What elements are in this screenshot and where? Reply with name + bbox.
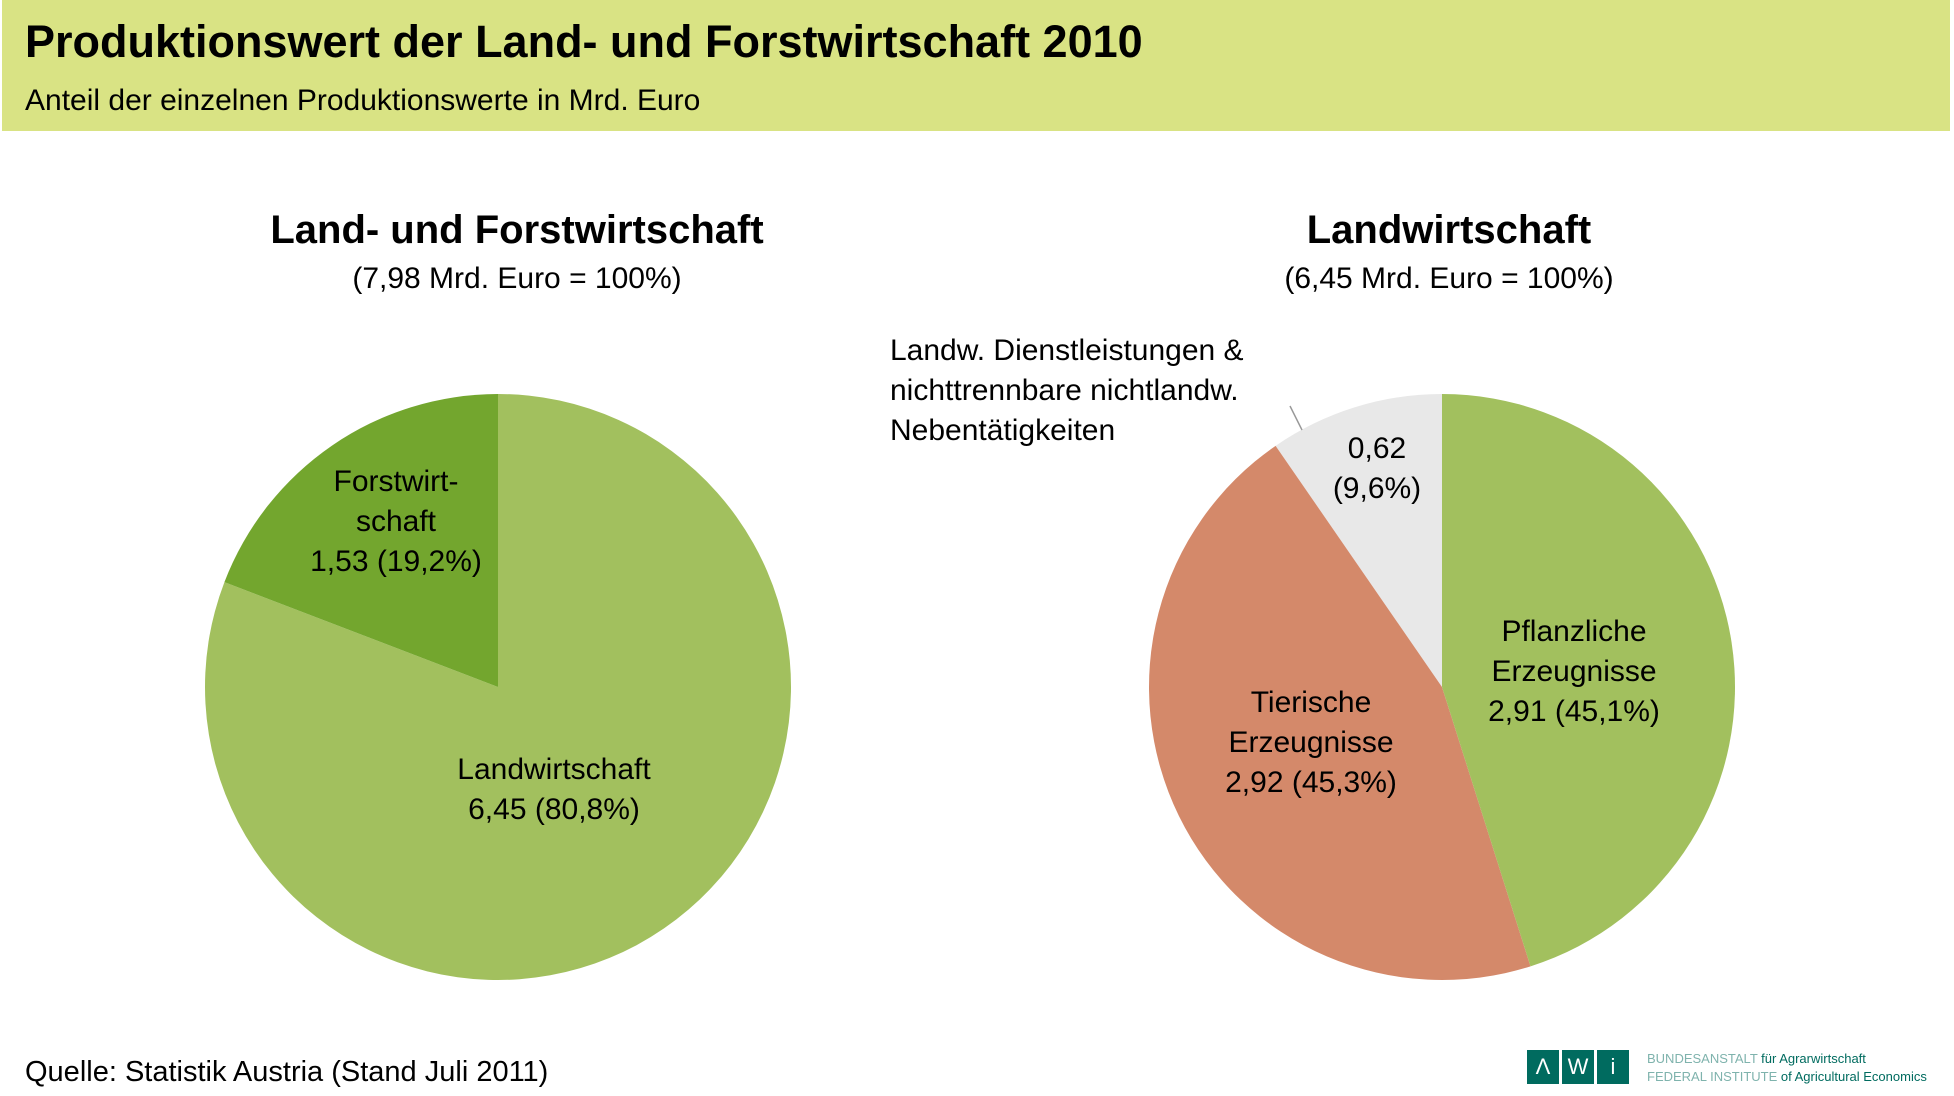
callout-leader-line <box>1289 405 1303 431</box>
slice-label-pflanzliche: Pflanzliche Erzeugnisse 2,91 (45,1%) <box>1488 615 1660 728</box>
pie-slice-forstwirtschaft <box>224 394 498 687</box>
slice-label-forstwirtschaft: Forstwirt-schaft 1,53 (19,2%) <box>310 465 482 578</box>
pie-slice-landw-dienstleistungen-nichttrennbare-nichtlandw-nebentätigkeiten <box>1275 394 1442 687</box>
logo-text: BUNDESANSTALT für Agrarwirtschaft FEDERA… <box>1647 1051 1927 1084</box>
slice-label-dienstleistungen: 0,62 (9,6%) <box>1332 432 1422 505</box>
logo-letter: W <box>1562 1050 1594 1084</box>
source-note: Quelle: Statistik Austria (Stand Juli 20… <box>25 1056 549 1088</box>
awi-logo: Λ W i <box>1527 1050 1629 1084</box>
right-chart-subtitle: (6,45 Mrd. Euro = 100%) <box>1284 262 1614 295</box>
pie-slice-tierische-erzeugnisse <box>1149 445 1531 980</box>
logo-letter: i <box>1597 1050 1629 1084</box>
page-title: Produktionswert der Land- und Forstwirts… <box>25 16 1143 67</box>
left-chart-title: Land- und Forstwirtschaft <box>270 208 764 252</box>
right-chart-title: Landwirtschaft <box>1306 208 1592 252</box>
slice-label-tierische: Tierische Erzeugnisse 2,92 (45,3%) <box>1225 686 1397 799</box>
page-subtitle: Anteil der einzelnen Produktionswerte in… <box>25 84 701 117</box>
header-band <box>2 0 1950 131</box>
logo-letter: Λ <box>1527 1050 1559 1084</box>
callout-dienstleistungen: Landw. Dienstleistungen & nichttrennbare … <box>890 334 1244 447</box>
slice-label-landwirtschaft: Landwirtschaft 6,45 (80,8%) <box>457 753 651 826</box>
pie-slice-pflanzliche-erzeugnisse <box>1442 394 1735 967</box>
left-chart-subtitle: (7,98 Mrd. Euro = 100%) <box>352 262 682 295</box>
